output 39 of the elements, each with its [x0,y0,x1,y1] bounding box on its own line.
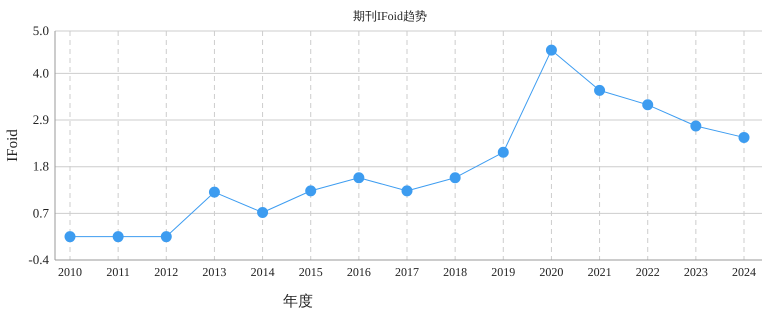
x-tick-label: 2014 [250,265,275,279]
y-tick-label: 5.0 [32,23,49,38]
y-axis-title: IFoid [5,128,21,162]
x-tick-label: 2013 [202,265,226,279]
point [64,231,76,242]
point [594,84,606,96]
point [690,120,702,132]
y-tick-label: 0.7 [32,205,50,220]
x-tick-label: 2018 [443,265,468,279]
x-tick-label: 2011 [106,265,130,279]
point [160,231,172,242]
x-tick-label: 2010 [58,265,82,279]
point [738,132,750,143]
x-tick-label: 2016 [346,265,371,279]
point [112,231,124,242]
y-tick-label: 1.8 [32,158,49,174]
x-tick-label: 2021 [588,265,612,279]
point [353,172,364,184]
x-tick-label: 2015 [298,265,323,279]
point [305,185,316,196]
x-tick-label: 2019 [491,265,516,279]
y-tick-label: -0.4 [28,252,50,267]
x-tick-label: 2023 [684,265,708,279]
chart-title: 期刊IFoid趋势 [352,9,428,23]
y-tick-label: 2.9 [32,112,49,128]
point [257,207,268,218]
x-axis-title: 年度 [283,293,313,310]
y-tick-label: 4.0 [32,65,49,80]
point [450,172,461,184]
point [642,99,654,110]
x-tick-label: 2022 [636,265,660,279]
point [402,185,412,196]
point [208,186,220,198]
x-tick-label: 2024 [732,265,756,279]
x-tick-label: 2012 [154,265,178,279]
x-tick-label: 2017 [395,265,419,279]
point [498,146,509,158]
x-tick-label: 2020 [539,265,564,279]
point [546,44,557,56]
